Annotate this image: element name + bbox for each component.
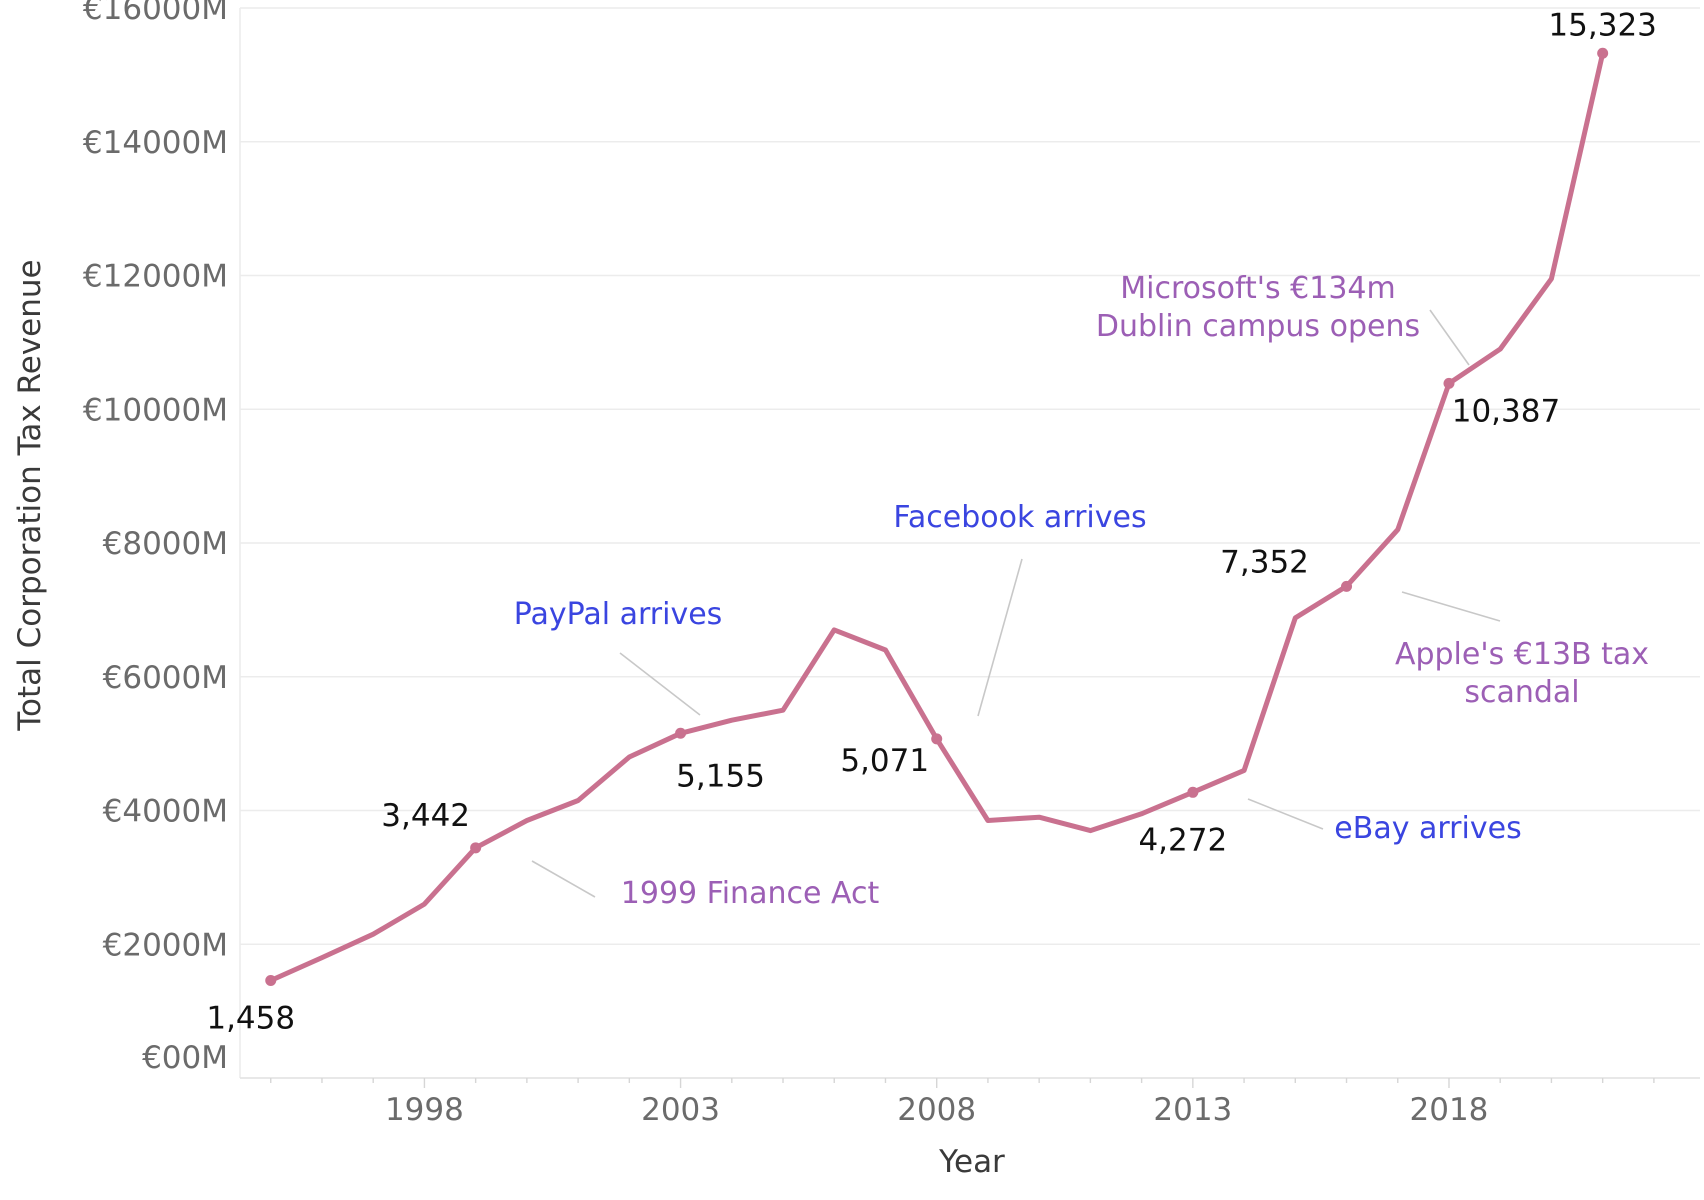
x-axis: 1998 2003 2008 2013 2018 — [240, 1077, 1700, 1128]
y-axis: €00M €2000M €4000M €6000M €8000M €10000M €1200… — [83, 0, 228, 1076]
y-tick-label: €8000M — [103, 526, 228, 562]
y-tick-label: €14000M — [83, 125, 228, 161]
y-tick-label: €2000M — [103, 927, 228, 963]
annotation-line: Microsoft's €134m — [1120, 271, 1396, 306]
annotation-text: Apple's €13B tax scandal — [1395, 637, 1649, 710]
annotation-leaders — [531, 309, 1501, 898]
annotation-line: PayPal arrives — [514, 597, 723, 632]
data-label: 1,458 — [206, 1000, 295, 1036]
data-label: 7,352 — [1220, 544, 1309, 580]
x-tick-label: 2013 — [1153, 1092, 1232, 1128]
annotation-leader-line — [1401, 591, 1501, 622]
data-point — [675, 727, 687, 739]
annotation-text: 1999 Finance Act — [621, 876, 880, 911]
data-label: 3,442 — [381, 798, 470, 834]
y-tick-label: €00M — [142, 1040, 228, 1076]
data-point — [1443, 377, 1455, 389]
annotation-text: Facebook arrives — [893, 500, 1146, 535]
y-tick-label: €6000M — [103, 660, 228, 696]
y-tick-label: €12000M — [83, 259, 228, 295]
y-axis-title: Total Corporation Tax Revenue — [12, 259, 48, 731]
annotation-leader-line — [977, 558, 1023, 717]
data-point — [1341, 580, 1353, 592]
data-label: 5,155 — [676, 758, 765, 794]
annotation-leader-line — [531, 860, 596, 898]
annotation-line: Facebook arrives — [893, 500, 1146, 535]
annotation-leader-line — [619, 652, 701, 716]
data-point — [931, 733, 943, 745]
y-tick-label: €4000M — [103, 794, 228, 830]
y-tick-label: €10000M — [83, 392, 228, 428]
annotation-line: eBay arrives — [1334, 811, 1521, 846]
annotation-line: 1999 Finance Act — [621, 876, 880, 911]
data-point — [1187, 786, 1199, 798]
annotation-line: Apple's €13B tax — [1395, 637, 1649, 672]
data-point — [470, 842, 482, 854]
x-axis-title: Year — [938, 1144, 1005, 1180]
data-point — [1597, 47, 1609, 59]
annotation-line: scandal — [1464, 675, 1579, 710]
y-tick-label: €16000M — [83, 0, 228, 27]
x-tick-label: 2003 — [641, 1092, 720, 1128]
annotation-text: Microsoft's €134m Dublin campus opens — [1096, 271, 1420, 344]
gridlines — [239, 7, 1700, 1079]
data-point — [265, 974, 277, 986]
annotation-leader-line — [1429, 309, 1470, 366]
data-labels: 1,458 3,442 5,155 5,071 4,272 7,352 10,387 15,3… — [206, 7, 1657, 1036]
data-label: 4,272 — [1138, 822, 1227, 858]
data-label: 5,071 — [840, 743, 929, 779]
annotation-text: PayPal arrives — [514, 597, 723, 632]
x-tick-label: 1998 — [385, 1092, 464, 1128]
series — [265, 47, 1609, 986]
x-tick-label: 2018 — [1410, 1092, 1489, 1128]
annotations: 1999 Finance Act PayPal arrives Facebook a… — [514, 271, 1649, 911]
annotation-line: Dublin campus opens — [1096, 309, 1420, 344]
data-label: 10,387 — [1452, 393, 1560, 429]
data-label: 15,323 — [1548, 7, 1656, 43]
annotation-leader-line — [1247, 798, 1324, 830]
x-tick-label: 2008 — [897, 1092, 976, 1128]
annotation-text: eBay arrives — [1334, 811, 1521, 846]
